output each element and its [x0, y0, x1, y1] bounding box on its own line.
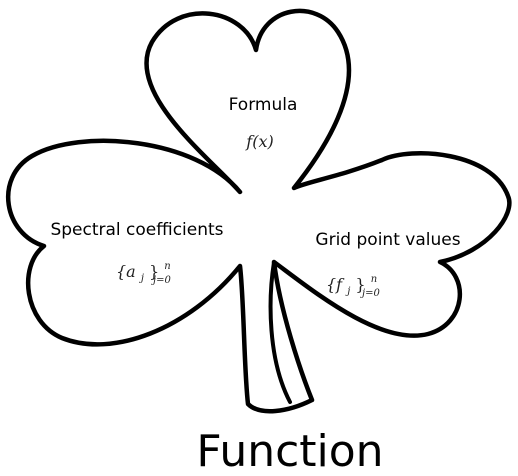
shamrock-outline — [5, 8, 512, 414]
left-leaf-label: Spectral coefficients — [50, 220, 223, 240]
right-formula-sup: n — [371, 274, 377, 285]
left-formula-range: j=0 — [151, 275, 171, 286]
right-formula-close: } — [355, 275, 365, 294]
right-formula-base: {f — [326, 275, 345, 294]
left-formula-close: } — [149, 262, 159, 281]
diagram-title: Function — [196, 426, 383, 476]
left-formula-sub: j — [139, 273, 144, 284]
stem-inner-curve — [268, 260, 292, 404]
top-leaf-formula: f(x) — [245, 132, 273, 151]
right-leaf-formula: {f j } n j=0 — [326, 267, 382, 299]
right-leaf-label: Grid point values — [315, 230, 460, 250]
left-formula-sup: n — [164, 261, 170, 272]
right-formula-range: j=0 — [360, 288, 380, 299]
right-formula-sub: j — [345, 286, 350, 297]
top-leaf-label: Formula — [229, 95, 298, 115]
left-leaf-formula: {a j } n j=0 — [116, 254, 176, 286]
left-formula-base: {a — [116, 262, 136, 281]
